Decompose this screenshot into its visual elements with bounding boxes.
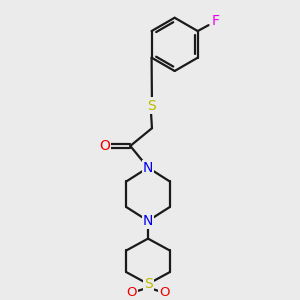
Text: S: S xyxy=(144,277,152,291)
Text: N: N xyxy=(143,214,153,228)
Text: N: N xyxy=(143,160,153,175)
Text: S: S xyxy=(148,98,156,112)
Text: N: N xyxy=(143,160,153,175)
Text: O: O xyxy=(99,139,110,153)
Text: O: O xyxy=(160,286,170,299)
Text: F: F xyxy=(212,14,220,28)
Text: O: O xyxy=(126,286,136,299)
